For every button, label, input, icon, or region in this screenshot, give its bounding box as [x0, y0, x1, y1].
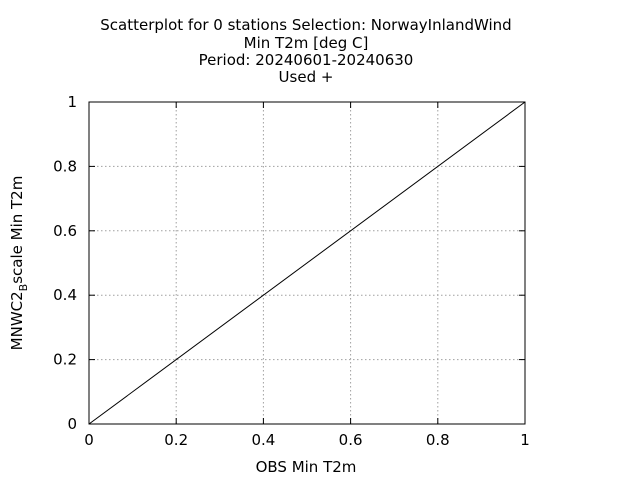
title-line-2: Min T2m [deg C] [244, 34, 369, 52]
x-axis-label: OBS Min T2m [256, 458, 357, 476]
y-axis-label-suffix: scale Min T2m [8, 176, 26, 284]
x-tick-label: 1 [520, 431, 530, 449]
y-tick-label: 0.6 [53, 222, 77, 240]
x-tick-label: 0.6 [339, 431, 363, 449]
y-tick-label: 0 [67, 415, 77, 433]
reference-line-y-equals-x [88, 101, 526, 425]
tick-labels: 0 0.2 0.4 0.6 0.8 1 0 0.2 0.4 0.6 0.8 1 [53, 93, 530, 449]
title-line-3: Period: 20240601-20240630 [199, 51, 414, 69]
y-axis-label-prefix: MNWC2 [8, 291, 26, 350]
y-axis-label-subscript: B [17, 284, 30, 292]
plot-frame [88, 101, 526, 425]
chart-title: Scatterplot for 0 stations Selection: No… [100, 16, 511, 86]
x-tick-label: 0.4 [251, 431, 275, 449]
y-tick-label: 1 [67, 93, 77, 111]
x-tick-label: 0 [84, 431, 94, 449]
y-axis-label: MNWC2Bscale Min T2m [8, 176, 30, 351]
y-tick-label: 0.2 [53, 351, 77, 369]
x-tick-label: 0.2 [164, 431, 188, 449]
title-line-4: Used + [279, 68, 334, 86]
grid [89, 102, 525, 424]
x-tick-label: 0.8 [426, 431, 450, 449]
y-tick-label: 0.8 [53, 157, 77, 175]
title-line-1: Scatterplot for 0 stations Selection: No… [100, 16, 511, 34]
y-tick-label: 0.4 [53, 286, 77, 304]
